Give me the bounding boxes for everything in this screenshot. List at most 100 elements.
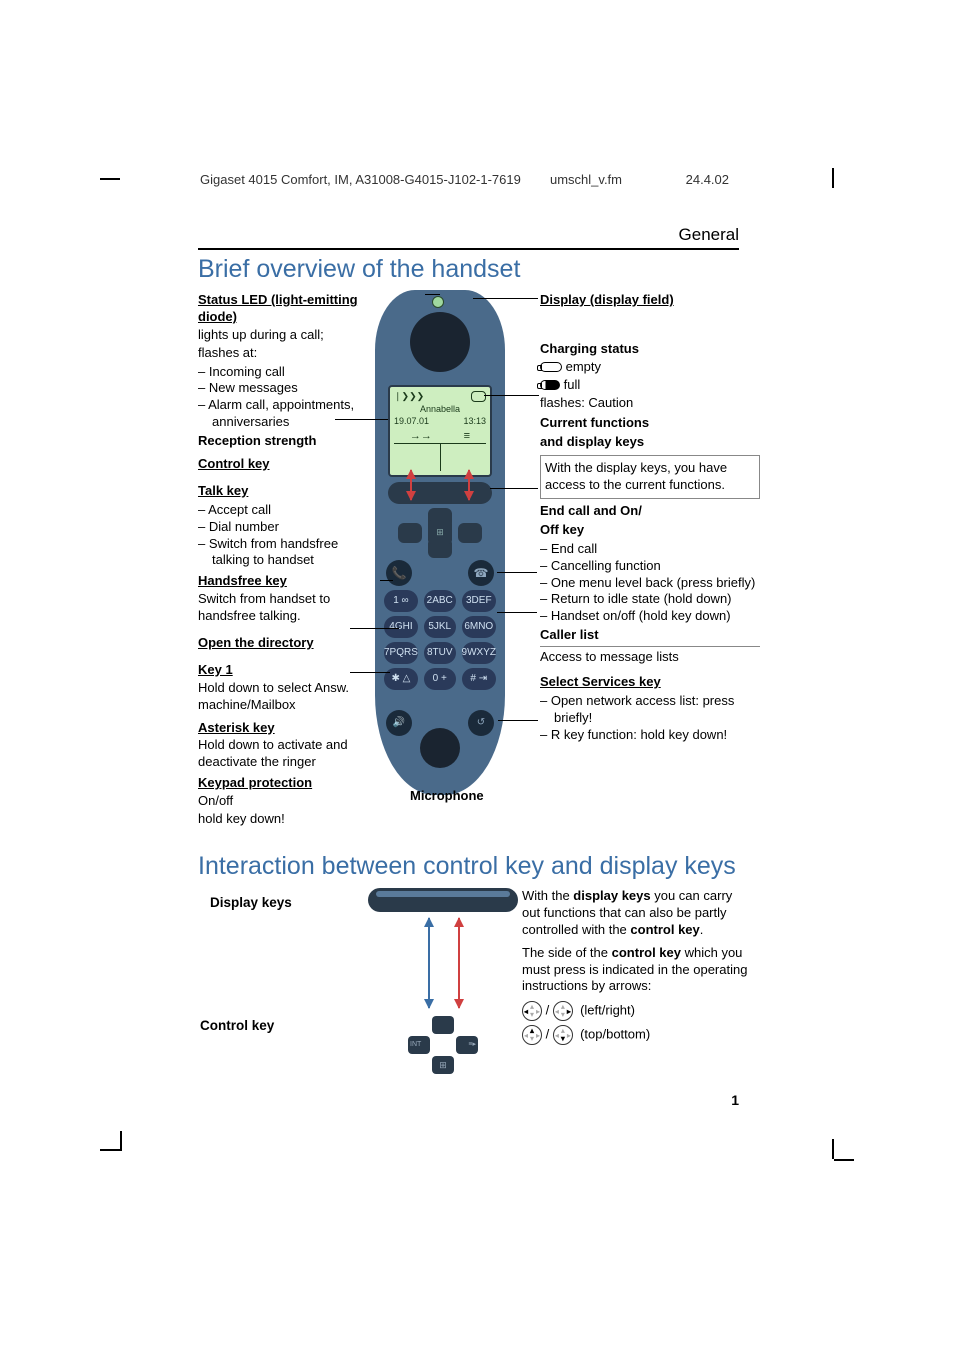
- callout-line: [497, 612, 537, 613]
- callout-line: [490, 488, 538, 489]
- screen-date: 19.07.01: [394, 416, 429, 426]
- ctrl-right-icon: ▴▾◂▸: [553, 1001, 573, 1021]
- callout-line: [335, 419, 388, 420]
- key-2: 2ABC: [424, 590, 456, 612]
- ctrl-top-icon: ▴▾◂▸: [522, 1025, 542, 1045]
- handset-illustration: ❘❯❯❯ Annabella 19.07.01 13:13 →→ ≡ ⊞ 📞 ☎…: [370, 290, 510, 795]
- red-arrow-icon: [458, 918, 460, 1008]
- dpad-right: [458, 523, 482, 543]
- battery-full-icon: [540, 380, 560, 390]
- header-row: Gigaset 4015 Comfort, IM, A31008-G4015-J…: [200, 172, 754, 187]
- list-item: Dial number: [198, 519, 373, 536]
- status-led-icon: [432, 296, 444, 308]
- crop-mark: [834, 1159, 854, 1161]
- screen-time: 13:13: [463, 416, 486, 426]
- crop-mark: [100, 1149, 120, 1151]
- list-item: Cancelling function: [540, 558, 760, 575]
- status-led-text: lights up during a call;: [198, 327, 373, 344]
- key1-text: Hold down to select Answ. machine/Mailbo…: [198, 680, 373, 714]
- handsfree-key-heading: Handsfree key: [198, 573, 373, 590]
- callout-line: [473, 298, 538, 299]
- right-callouts: Display (display field) Charging status …: [540, 288, 760, 744]
- key-6: 6MNO: [462, 616, 496, 638]
- crop-mark: [832, 1139, 834, 1159]
- handsfree-key-icon: 🔊: [386, 710, 412, 736]
- ctrl-left-icon: ▴▾◂▸: [522, 1001, 542, 1021]
- callout-line: [484, 395, 539, 396]
- list-item: Open network access list: press briefly!: [540, 693, 760, 727]
- callout-line: [425, 294, 440, 295]
- dpad2-right: ≡▸: [456, 1036, 478, 1054]
- crop-mark: [100, 178, 120, 180]
- battery-empty-icon: [540, 362, 562, 372]
- microphone-icon: [420, 728, 460, 768]
- list-item: End call: [540, 541, 760, 558]
- section-label: General: [679, 225, 739, 245]
- directory-heading: Open the directory: [198, 635, 373, 652]
- charging-full-label: full: [564, 377, 581, 392]
- list-item: Handset on/off (hold key down): [540, 608, 760, 625]
- key-8: 8TUV: [424, 642, 456, 664]
- earpiece-icon: [410, 312, 470, 372]
- display-keys-label: Display keys: [210, 895, 292, 910]
- list-item: New messages: [198, 380, 373, 397]
- list-item: One menu level back (press briefly): [540, 575, 760, 592]
- inter-para-2: The side of the control key which you mu…: [522, 945, 752, 996]
- display-heading: Display (display field): [540, 292, 760, 309]
- microphone-label: Microphone: [410, 788, 484, 803]
- status-led-text2: flashes at:: [198, 345, 373, 362]
- dpad-center-icon: ⊞: [428, 520, 452, 544]
- softkey-left-icon: →→: [410, 430, 432, 442]
- battery-icon: [471, 391, 486, 402]
- callout-line: [497, 572, 537, 573]
- direction-row-tb: ▴▾◂▸ / ▴▾◂▸ (top/bottom): [522, 1025, 752, 1045]
- list-item: Incoming call: [198, 364, 373, 381]
- dpad2-up: [432, 1016, 454, 1034]
- callout-line: [498, 720, 538, 721]
- direction-row-lr: ▴▾◂▸ / ▴▾◂▸ (left/right): [522, 1001, 752, 1021]
- endcall-h1: End call and On/: [540, 503, 760, 520]
- list-item: Alarm call, appointments, anniversaries: [198, 397, 373, 431]
- horizontal-rule: [198, 248, 739, 250]
- charging-heading: Charging status: [540, 341, 760, 358]
- key-3: 3DEF: [462, 590, 496, 612]
- current-functions-h1: Current functions: [540, 415, 760, 432]
- page-title-1: Brief overview of the handset: [198, 255, 520, 284]
- charging-caution: flashes: Caution: [540, 395, 760, 412]
- keypad-prot-t2: hold key down!: [198, 811, 373, 828]
- signal-icon: ❘❯❯❯: [394, 391, 424, 402]
- keypad-prot-t1: On/off: [198, 793, 373, 810]
- callout-line: [350, 672, 390, 673]
- doc-id: Gigaset 4015 Comfort, IM, A31008-G4015-J…: [200, 172, 521, 187]
- crop-mark: [120, 1131, 122, 1151]
- charging-empty-label: empty: [566, 359, 601, 374]
- control-key-heading: Control key: [198, 456, 373, 473]
- ctrl-bottom-icon: ▴▾◂▸: [553, 1025, 573, 1045]
- talk-key-icon: 📞: [386, 560, 412, 586]
- screen-name: Annabella: [394, 404, 486, 414]
- key-4: 4GHI: [384, 616, 418, 638]
- print-date: 24.4.02: [686, 172, 729, 187]
- blue-arrow-icon: [428, 918, 430, 1008]
- reception-heading: Reception strength: [198, 433, 373, 450]
- key-9: 9WXYZ: [462, 642, 496, 664]
- key-hash: # ⇥: [462, 668, 496, 690]
- tb-label: (top/bottom): [580, 1027, 650, 1042]
- key1-heading: Key 1: [198, 662, 373, 679]
- handsfree-text: Switch from handset to handsfree talking…: [198, 591, 373, 625]
- key-7: 7PQRS: [384, 642, 418, 664]
- phone-screen: ❘❯❯❯ Annabella 19.07.01 13:13 →→ ≡: [388, 385, 492, 477]
- interaction-graphic: ⊞ INT ≡▸: [368, 888, 518, 912]
- dpad: ⊞: [398, 508, 482, 558]
- red-arrow-icon: [410, 470, 412, 500]
- file-name: umschl_v.fm: [550, 172, 622, 187]
- key-1: 1 ∞: [384, 590, 418, 612]
- inter-para-1: With the display keys you can carry out …: [522, 888, 752, 939]
- charging-full-row: full: [540, 377, 760, 394]
- end-call-key-icon: ☎: [468, 560, 494, 586]
- dpad-illustration: ⊞ INT ≡▸: [408, 1016, 478, 1076]
- keypad: 1 ∞ 2ABC 3DEF 4GHI 5JKL 6MNO 7PQRS 8TUV …: [384, 590, 496, 690]
- list-item: Accept call: [198, 502, 373, 519]
- list-item: Return to idle state (hold down): [540, 591, 760, 608]
- dpad2-left: INT: [408, 1036, 430, 1054]
